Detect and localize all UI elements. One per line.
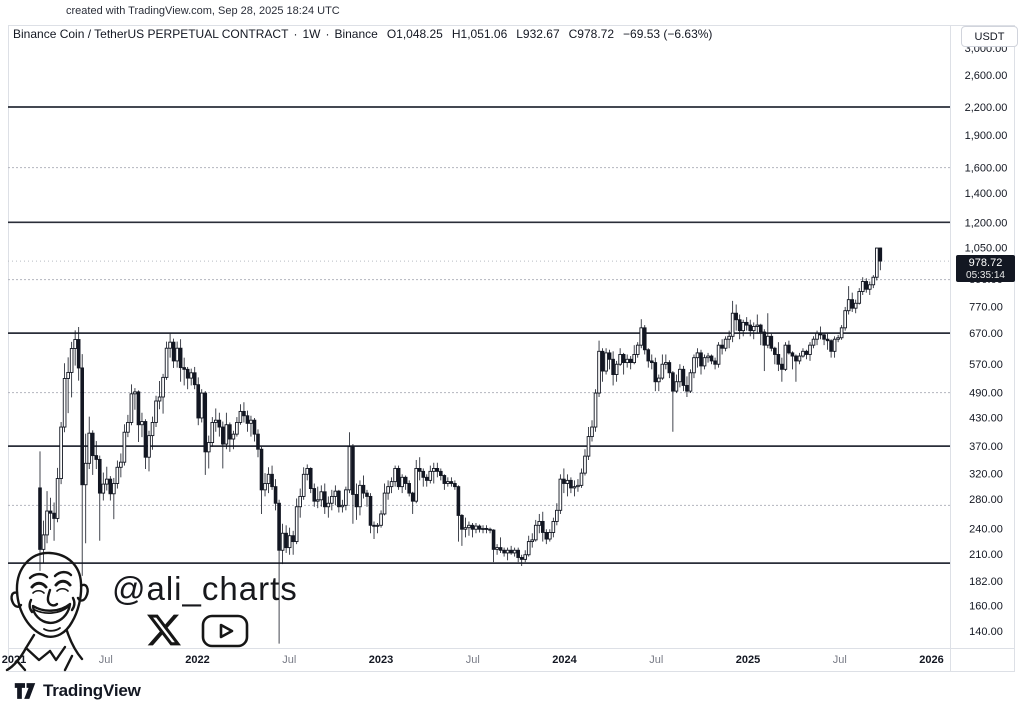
currency-usdt-button[interactable]: USDT xyxy=(961,26,1018,47)
legend-separator: · xyxy=(325,27,330,41)
last-price-label: 978.72 05:35:14 xyxy=(956,255,1015,282)
svg-text:182.00: 182.00 xyxy=(969,576,1003,588)
legend-separator: · xyxy=(293,27,298,41)
symbol-title: Binance Coin / TetherUS PERPETUAL CONTRA… xyxy=(13,27,289,41)
svg-text:Jul: Jul xyxy=(833,654,847,666)
svg-text:1,050.00: 1,050.00 xyxy=(965,243,1008,255)
open-value: O1,048.25 xyxy=(386,27,443,41)
svg-text:370.00: 370.00 xyxy=(969,441,1003,453)
svg-text:2,200.00: 2,200.00 xyxy=(965,102,1008,114)
high-value: H1,051.06 xyxy=(451,27,508,41)
x-twitter-icon xyxy=(147,614,181,646)
chart-frame xyxy=(8,25,1015,672)
svg-text:280.00: 280.00 xyxy=(969,494,1003,506)
svg-text:210.00: 210.00 xyxy=(969,549,1003,561)
tradingview-footer[interactable]: TradingView xyxy=(14,680,141,702)
svg-text:2024: 2024 xyxy=(552,654,577,666)
attribution-text: created with TradingView.com, Sep 28, 20… xyxy=(66,5,340,17)
svg-text:2026: 2026 xyxy=(919,654,943,666)
svg-text:670.00: 670.00 xyxy=(969,328,1003,340)
svg-text:240.00: 240.00 xyxy=(969,523,1003,535)
tradingview-brand-text: TradingView xyxy=(43,681,141,700)
svg-text:Jul: Jul xyxy=(466,654,480,666)
svg-text:2022: 2022 xyxy=(185,654,209,666)
svg-text:1,900.00: 1,900.00 xyxy=(965,130,1008,142)
interval-label: 1W xyxy=(302,27,321,41)
exchange-label: Binance xyxy=(334,27,378,41)
svg-text:490.00: 490.00 xyxy=(969,388,1003,400)
svg-text:570.00: 570.00 xyxy=(969,359,1003,371)
last-price-value: 978.72 xyxy=(968,257,1003,269)
youtube-icon xyxy=(201,614,249,648)
tradingview-logo-icon xyxy=(14,683,36,699)
svg-text:770.00: 770.00 xyxy=(969,302,1003,314)
svg-text:1,400.00: 1,400.00 xyxy=(965,188,1008,200)
svg-text:320.00: 320.00 xyxy=(969,469,1003,481)
svg-text:Jul: Jul xyxy=(649,654,663,666)
bar-countdown: 05:35:14 xyxy=(966,270,1005,281)
svg-text:1,600.00: 1,600.00 xyxy=(965,163,1008,175)
low-value: L932.67 xyxy=(516,27,560,41)
svg-text:2023: 2023 xyxy=(369,654,393,666)
svg-text:430.00: 430.00 xyxy=(969,413,1003,425)
svg-text:Jul: Jul xyxy=(282,654,296,666)
close-value: C978.72 xyxy=(568,27,615,41)
watermark-handle: @ali_charts xyxy=(112,570,298,607)
svg-text:2025: 2025 xyxy=(736,654,760,666)
svg-text:140.00: 140.00 xyxy=(969,626,1003,638)
svg-text:1,200.00: 1,200.00 xyxy=(965,217,1008,229)
symbol-legend: Binance Coin / TetherUS PERPETUAL CONTRA… xyxy=(13,27,712,41)
svg-text:160.00: 160.00 xyxy=(969,601,1003,613)
change-value: −69.53 (−6.63%) xyxy=(623,27,713,41)
svg-text:Jul: Jul xyxy=(99,654,113,666)
face-sketch-icon xyxy=(5,551,89,672)
svg-text:2,600.00: 2,600.00 xyxy=(965,70,1008,82)
